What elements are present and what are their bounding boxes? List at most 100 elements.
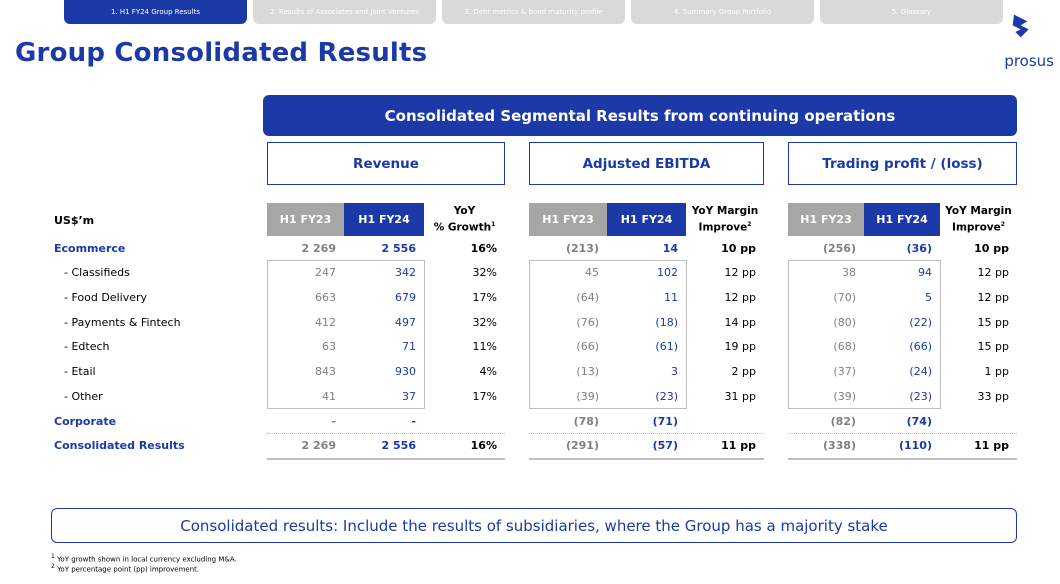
row-label: - Other [64,390,103,403]
ebitda-cell: (71) [652,415,678,428]
rev-cell: 930 [395,365,416,378]
revenue-curr-header: H1 FY24 [344,203,424,236]
tab-debt-metrics[interactable]: 3. Debt metrics & bond maturity profile [442,0,625,24]
revenue-subitems-box [267,260,425,409]
tab-h1-fy24-group-results[interactable]: 1. H1 FY24 Group Results [64,0,247,24]
logo-text: prosus [1004,52,1054,70]
ebitda-margin-header: YoY Margin Improve2 [691,204,759,234]
rev-cell: 2 556 [381,242,416,255]
tp-cell: (36) [906,242,932,255]
tab-summary-group-portfolio[interactable]: 4. Summary Group Portfolio [631,0,814,24]
row-label: - Etail [64,365,96,378]
footnote-1: 1 YoY growth shown in local currency exc… [51,553,237,564]
ebitda-corporate-divider [529,433,764,434]
tp-cell: (66) [909,340,932,353]
ebitda-cell: (213) [565,242,599,255]
rev-cell: - [411,415,416,428]
row-label: Ecommerce [54,242,126,255]
tp-cell: (39) [833,390,856,403]
ebitda-cell: (78) [573,415,599,428]
rev-cell: 32% [472,266,497,279]
tp-cell [940,409,1017,434]
tp-cell: (82) [830,415,856,428]
tp-cell: 12 pp [977,266,1009,279]
ebitda-cell: 3 [671,365,678,378]
rev-cell: 41 [322,390,336,403]
tp-cell: (70) [833,291,856,304]
ebitda-prev-header: H1 FY23 [529,203,607,236]
tp-cell: (338) [822,439,856,452]
rev-cell: 4% [479,365,497,378]
trading-bottom-line [788,458,1017,460]
tp-cell: 33 pp [977,390,1009,403]
tp-cell: (74) [906,415,932,428]
ebitda-cell: 10 pp [721,242,756,255]
rev-cell: 17% [472,390,497,403]
ebitda-cell: (39) [576,390,599,403]
rev-cell: 11% [472,340,497,353]
ebitda-cell: (18) [655,316,678,329]
tp-cell: 94 [918,266,932,279]
currency-label: US$’m [54,213,95,227]
ebitda-cell: (23) [655,390,678,403]
rev-cell [424,409,505,434]
rev-cell: 663 [315,291,336,304]
tp-cell: 1 pp [984,365,1009,378]
revenue-prev-header: H1 FY23 [267,203,344,236]
ebitda-cell [686,409,764,434]
trading-prev-header: H1 FY23 [788,203,864,236]
rev-cell: 412 [315,316,336,329]
ebitda-bottom-line [529,458,764,460]
ebitda-cell: 19 pp [724,340,756,353]
ebitda-subitems-box [529,260,687,409]
row-label: Corporate [54,415,117,428]
rev-cell: 497 [395,316,416,329]
revenue-section-header: Revenue [267,142,505,185]
trading-corporate-divider [788,433,1017,434]
ebitda-cell: 2 pp [731,365,756,378]
ebitda-cell: 14 [662,242,678,255]
tp-cell: 10 pp [974,242,1009,255]
tp-cell: (256) [822,242,856,255]
rev-cell: 2 556 [381,439,416,452]
tp-cell: 11 pp [974,439,1009,452]
tab-associates-joint-ventures[interactable]: 2. Results of Associates and Joint Ventu… [253,0,436,24]
tp-cell: 15 pp [977,340,1009,353]
tp-cell: (37) [833,365,856,378]
ebitda-section-header: Adjusted EBITDA [529,142,764,185]
rev-cell: 17% [472,291,497,304]
rev-cell: 247 [315,266,336,279]
tp-cell: 12 pp [977,291,1009,304]
footnote-2: 2 YoY percentage point (pp) improvement. [51,563,200,574]
tp-cell: 15 pp [977,316,1009,329]
ebitda-curr-header: H1 FY24 [607,203,686,236]
rev-cell: 37 [402,390,416,403]
tp-cell: (68) [833,340,856,353]
ebitda-cell: (13) [576,365,599,378]
revenue-bottom-line [267,458,505,460]
revenue-growth-header: YoY % Growth1 [433,204,496,234]
rev-cell: 16% [470,242,497,255]
ebitda-cell: (76) [576,316,599,329]
row-label: - Edtech [64,340,110,353]
trading-curr-header: H1 FY24 [864,203,940,236]
ebitda-cell: 45 [585,266,599,279]
tp-cell: (22) [909,316,932,329]
tab-glossary[interactable]: 5. Glossary [820,0,1003,24]
ebitda-cell: 31 pp [724,390,756,403]
segment-results-banner: Consolidated Segmental Results from cont… [263,95,1017,136]
rev-cell: 342 [395,266,416,279]
tp-cell: (80) [833,316,856,329]
row-label: - Payments & Fintech [64,316,181,329]
rev-cell: 2 269 [301,439,336,452]
ebitda-cell: (291) [565,439,599,452]
tp-cell: 38 [842,266,856,279]
ebitda-cell: 11 pp [721,439,756,452]
row-label: Consolidated Results [54,439,185,452]
rev-cell: 16% [470,439,497,452]
rev-cell: - [331,415,336,428]
rev-cell: 679 [395,291,416,304]
trading-subitems-box [788,260,941,409]
rev-cell: 71 [402,340,416,353]
prosus-logo-icon [1012,14,1029,38]
